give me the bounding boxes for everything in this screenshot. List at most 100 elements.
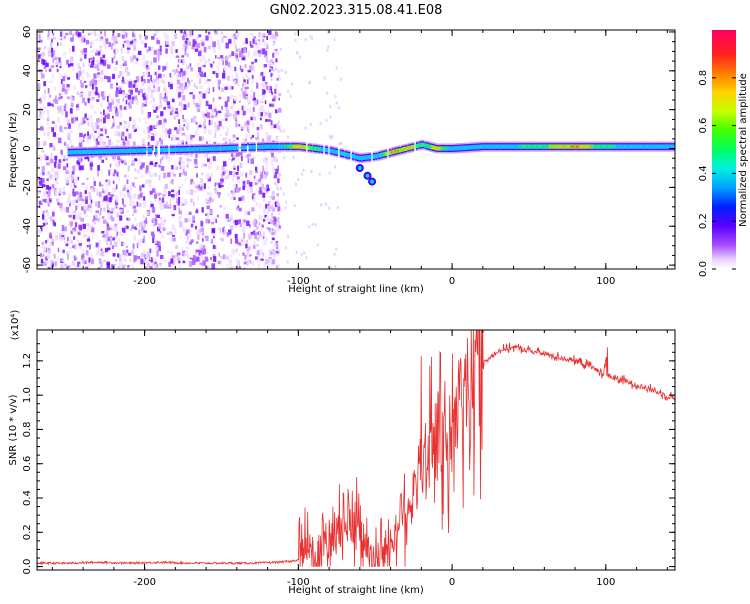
ridge-body (599, 144, 602, 149)
ridge-body (457, 146, 460, 151)
noise-speck (53, 124, 58, 131)
noise-speck (54, 174, 59, 179)
noise-speck (305, 256, 308, 260)
noise-speck (136, 58, 139, 62)
noise-speck (114, 241, 118, 247)
noise-speck (257, 110, 261, 115)
noise-speck (129, 258, 132, 263)
noise-speck (154, 258, 158, 264)
noise-speck (228, 231, 231, 236)
noise-speck (178, 197, 181, 203)
noise-speck (88, 191, 91, 197)
noise-speck (216, 165, 220, 170)
noise-speck (247, 246, 251, 250)
noise-speck (161, 197, 165, 203)
noise-speck (200, 243, 203, 248)
noise-speck (171, 194, 175, 198)
noise-speck (100, 34, 102, 38)
noise-speck (83, 260, 87, 265)
noise-speck (94, 64, 98, 69)
noise-speck (39, 253, 43, 258)
noise-speck (221, 118, 225, 122)
noise-speck (270, 35, 273, 39)
noise-speck (42, 222, 46, 227)
noise-speck (55, 234, 58, 241)
noise-speck (271, 68, 275, 72)
noise-speck (278, 264, 281, 269)
noise-speck (261, 107, 264, 113)
noise-speck (68, 64, 70, 67)
noise-speck (265, 168, 268, 173)
noise-speck (233, 96, 238, 102)
noise-speck (59, 105, 63, 111)
noise-speck (77, 213, 80, 217)
ridge-body (351, 154, 354, 159)
noise-speck (159, 231, 162, 234)
noise-speck (318, 172, 321, 176)
noise-speck (119, 70, 123, 77)
noise-speck (135, 76, 140, 82)
noise-speck (184, 171, 187, 176)
noise-speck (95, 49, 99, 54)
noise-speck (75, 107, 80, 111)
noise-speck (59, 66, 62, 69)
noise-speck (78, 244, 83, 250)
noise-speck (275, 137, 279, 143)
noise-speck (54, 99, 59, 104)
noise-speck (187, 102, 190, 108)
noise-speck (224, 86, 228, 90)
noise-speck (179, 157, 183, 160)
noise-speck (217, 192, 220, 198)
noise-speck (91, 60, 95, 66)
ridge-body (536, 144, 539, 149)
noise-speck (85, 196, 88, 202)
noise-speck (210, 173, 213, 177)
noise-speck (46, 121, 49, 126)
noise-speck (192, 94, 196, 100)
noise-speck (242, 92, 245, 99)
noise-speck (210, 198, 214, 203)
noise-speck (61, 30, 64, 36)
noise-speck (278, 107, 282, 113)
noise-speck (64, 263, 68, 267)
noise-speck (44, 199, 47, 203)
noise-speck (47, 245, 51, 251)
ridge-body (456, 146, 459, 151)
noise-speck (133, 235, 136, 241)
noise-speck (242, 221, 246, 226)
noise-speck (84, 113, 87, 119)
noise-speck (77, 195, 80, 202)
noise-speck (247, 142, 249, 146)
noise-speck (113, 263, 116, 266)
noise-speck (37, 165, 40, 168)
noise-speck (300, 253, 303, 256)
noise-speck (230, 225, 234, 230)
noise-speck (126, 79, 131, 85)
noise-speck (231, 190, 235, 195)
noise-speck (236, 263, 240, 266)
noise-speck (276, 122, 279, 126)
noise-speck (233, 36, 237, 39)
noise-speck (245, 132, 248, 139)
noise-speck (68, 124, 71, 129)
noise-speck (223, 35, 227, 38)
noise-speck (159, 255, 164, 259)
noise-speck (178, 260, 181, 264)
noise-speck (195, 249, 198, 254)
noise-speck (207, 219, 211, 224)
noise-speck (82, 69, 85, 74)
noise-speck (210, 63, 213, 68)
noise-speck (208, 58, 211, 62)
noise-speck (138, 229, 141, 235)
noise-speck (90, 119, 93, 122)
noise-speck (174, 127, 178, 131)
noise-speck (145, 60, 149, 67)
noise-speck (231, 33, 235, 39)
noise-speck (103, 91, 107, 98)
noise-speck (280, 69, 283, 72)
noise-speck (232, 165, 236, 168)
noise-speck (98, 131, 100, 135)
noise-speck (203, 152, 208, 157)
ridge-body (137, 148, 141, 153)
noise-speck (192, 39, 196, 45)
